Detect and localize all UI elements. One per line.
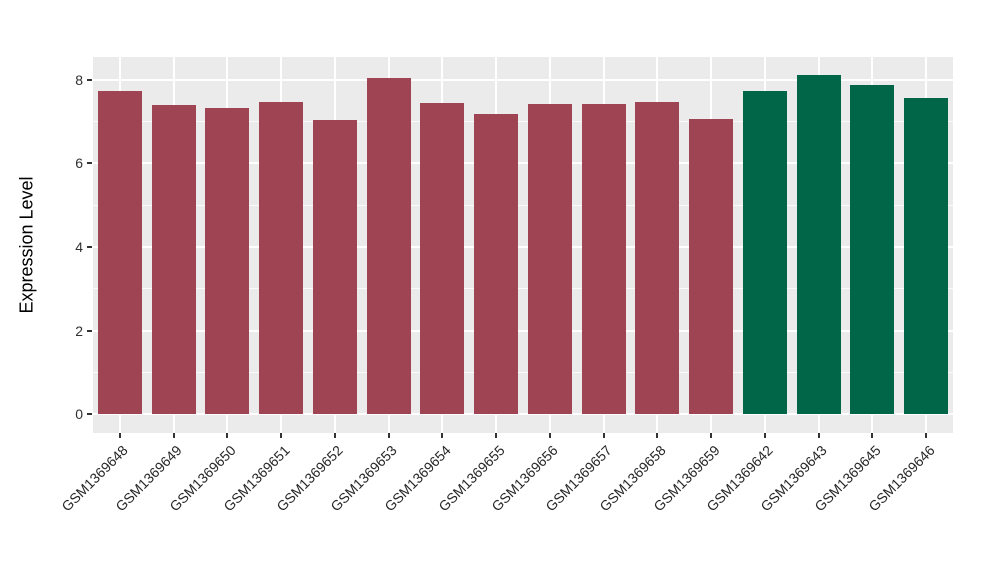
x-tick-mark [548, 433, 551, 438]
bar-GSM1369655 [474, 114, 519, 415]
x-tick-mark [495, 433, 498, 438]
x-tick-mark [925, 433, 928, 438]
y-tick-label: 2 [75, 322, 83, 339]
gridline-y-minor [93, 120, 953, 122]
bar-GSM1369652 [312, 120, 357, 415]
plot-panel [93, 57, 953, 433]
gridline-y-major [93, 162, 953, 165]
x-tick-mark [226, 433, 229, 438]
x-tick-mark [172, 433, 175, 438]
x-tick-mark [602, 433, 605, 438]
y-tick-mark [87, 78, 92, 81]
bar-GSM1369648 [97, 90, 142, 415]
bar-GSM1369656 [527, 103, 572, 415]
gridline-y-major [93, 78, 953, 81]
bar-GSM1369645 [850, 85, 895, 415]
y-tick-mark [87, 413, 92, 416]
bar-GSM1369653 [366, 78, 411, 415]
y-tick-label: 4 [75, 238, 83, 255]
y-tick-label: 6 [75, 155, 83, 172]
y-tick-label: 0 [75, 406, 83, 423]
y-tick-label: 8 [75, 71, 83, 88]
x-tick-mark [656, 433, 659, 438]
y-tick-mark [87, 162, 92, 165]
gridline-y-minor [93, 288, 953, 290]
bar-GSM1369646 [904, 97, 949, 415]
bar-GSM1369654 [420, 102, 465, 415]
x-tick-mark [710, 433, 713, 438]
x-tick-mark [387, 433, 390, 438]
x-tick-mark [763, 433, 766, 438]
x-tick-mark [118, 433, 121, 438]
y-tick-mark [87, 329, 92, 332]
bar-GSM1369658 [635, 101, 680, 415]
bar-GSM1369651 [259, 101, 304, 415]
x-tick-mark [280, 433, 283, 438]
gridline-y-minor [93, 204, 953, 206]
bar-GSM1369642 [742, 91, 787, 415]
bar-GSM1369649 [151, 105, 196, 415]
x-tick-mark [871, 433, 874, 438]
bar-GSM1369650 [205, 108, 250, 415]
gridline-y-minor [93, 371, 953, 373]
x-tick-mark [333, 433, 336, 438]
bar-GSM1369659 [689, 119, 734, 415]
y-tick-mark [87, 245, 92, 248]
gridline-y-major [93, 245, 953, 248]
x-tick-mark [817, 433, 820, 438]
bar-GSM1369643 [796, 74, 841, 415]
gridline-y-major [93, 413, 953, 416]
bar-GSM1369657 [581, 103, 626, 415]
gridline-y-major [93, 329, 953, 332]
x-tick-mark [441, 433, 444, 438]
